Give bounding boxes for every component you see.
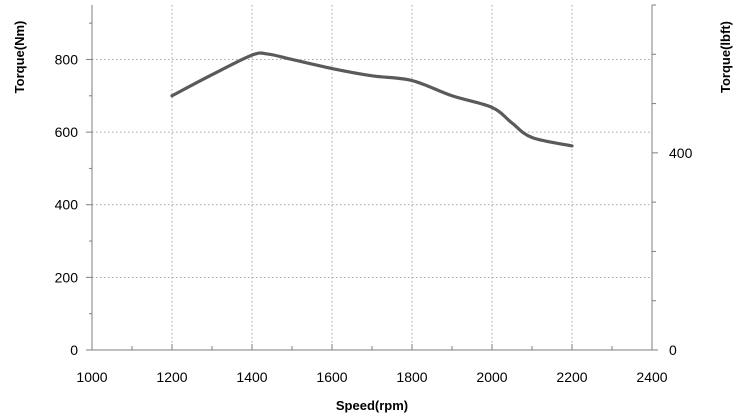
series-layer bbox=[170, 51, 574, 148]
grid-lines bbox=[92, 5, 652, 350]
x-tick-label: 2200 bbox=[556, 369, 587, 385]
x-tick-label: 1600 bbox=[316, 369, 347, 385]
x-tick-label: 2400 bbox=[636, 369, 667, 385]
y-axis-title: Torque(Nm) bbox=[12, 21, 27, 94]
y2-tick-label: 0 bbox=[669, 342, 677, 358]
torque-series-line bbox=[170, 51, 574, 148]
x-tick-label: 1400 bbox=[236, 369, 267, 385]
x-tick-label: 1000 bbox=[76, 369, 107, 385]
x-tick-label: 1800 bbox=[396, 369, 427, 385]
axes bbox=[86, 4, 658, 351]
x-tick-label: 2000 bbox=[476, 369, 507, 385]
y-tick-label: 800 bbox=[55, 51, 79, 67]
tick-labels: 1000 1200 1400 1600 1800 2000 2200 240002004006… bbox=[55, 51, 693, 385]
y-tick-label: 600 bbox=[55, 124, 79, 140]
y-tick-label: 0 bbox=[70, 342, 78, 358]
y-tick-label: 200 bbox=[55, 269, 79, 285]
y-tick-label: 400 bbox=[55, 197, 79, 213]
x-axis-title: Speed(rpm) bbox=[336, 398, 408, 413]
y2-tick-label: 400 bbox=[669, 145, 693, 161]
x-tick-label: 1200 bbox=[156, 369, 187, 385]
y2-axis-title: Torque(lbft) bbox=[718, 21, 733, 93]
